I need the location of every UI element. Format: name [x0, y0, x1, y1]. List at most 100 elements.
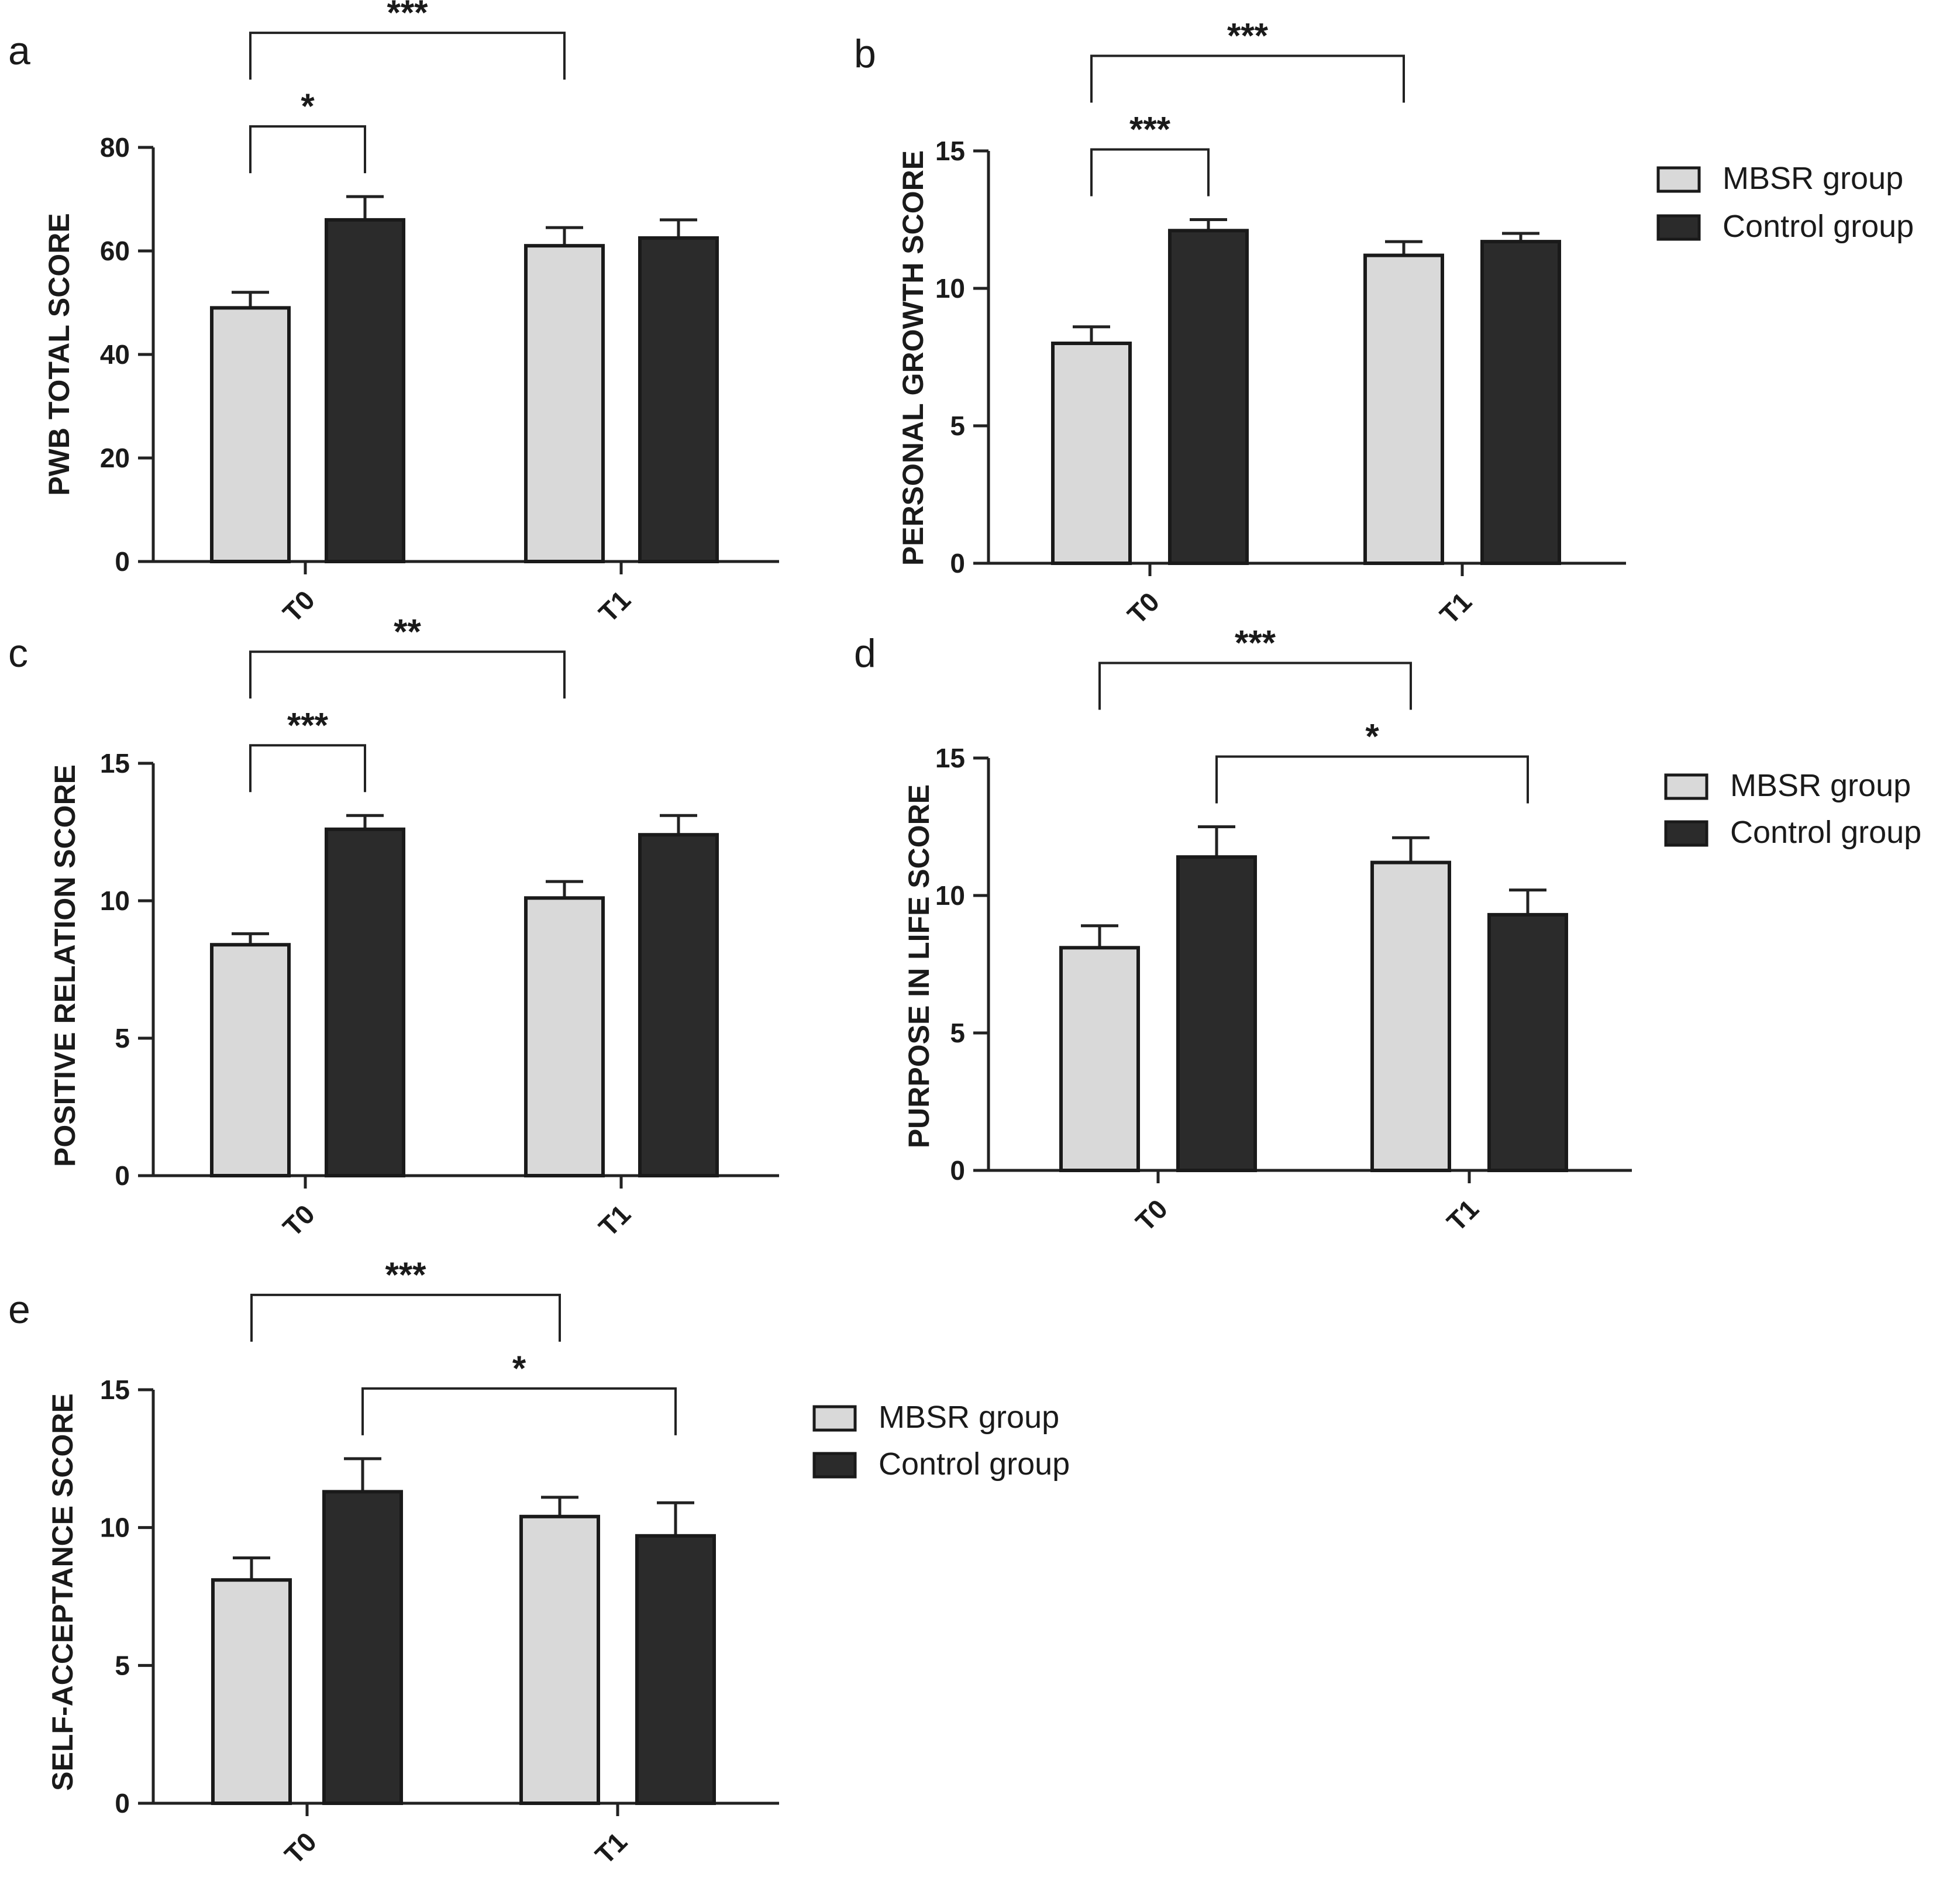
- bar-mbsr-t0: [211, 1578, 292, 1805]
- y-axis-label: PWB TOTAL SCORE: [43, 213, 75, 495]
- y-tick-label: 15: [100, 1375, 130, 1405]
- x-tick-label: T1: [1441, 1193, 1484, 1237]
- significance-label: *: [301, 87, 315, 126]
- significance-label: ***: [1227, 16, 1269, 56]
- chart-panel-b: b 0 5 10 15 T0 T1 PERSONAL GROWTH SCORE *** *** MB…: [854, 16, 1914, 631]
- legend-label: Control group: [1730, 815, 1921, 850]
- legend-label: MBSR group: [879, 1400, 1059, 1435]
- bar-control-t1: [638, 833, 719, 1177]
- panel-letter: a: [8, 29, 30, 73]
- significance-bracket: [1090, 54, 1405, 103]
- legend-swatch-mbsr: [1664, 773, 1708, 800]
- y-tick-label: 10: [935, 273, 965, 304]
- legend-swatch-mbsr: [812, 1405, 857, 1432]
- y-tick-label: 5: [115, 1023, 130, 1053]
- bar-control-t0: [1176, 855, 1257, 1172]
- legend-swatch-control: [1664, 820, 1708, 847]
- y-axis-label: POSITIVE RELATION SCORE: [49, 764, 81, 1167]
- x-tick-label: T1: [593, 1198, 636, 1242]
- bar-control-t0: [322, 1490, 403, 1805]
- panel-letter: b: [854, 32, 876, 76]
- bar-mbsr-t0: [1059, 946, 1140, 1173]
- bar-mbsr-t0: [1051, 342, 1132, 565]
- x-tick-label: T1: [1434, 586, 1477, 630]
- y-tick-label: 15: [100, 748, 130, 779]
- bar-control-t1: [1487, 912, 1568, 1173]
- significance-label: ***: [385, 1255, 426, 1294]
- bar-mbsr-t1: [524, 244, 605, 563]
- y-tick-label: 40: [100, 339, 130, 370]
- y-tick-label: 10: [100, 886, 130, 916]
- significance-bracket: [361, 1387, 677, 1435]
- y-tick-label: 15: [935, 743, 965, 773]
- bar-control-t0: [325, 218, 405, 563]
- significance-label: ***: [287, 705, 329, 745]
- significance-bracket: [1215, 755, 1529, 804]
- bar-control-t1: [1480, 240, 1561, 566]
- y-axis-label: PURPOSE IN LIFE SCORE: [903, 784, 935, 1148]
- x-tick-label: T1: [589, 1826, 633, 1870]
- legend-swatch-control: [1656, 214, 1701, 241]
- x-tick-label: T0: [278, 1826, 322, 1870]
- bar-control-t1: [635, 1534, 716, 1805]
- legend-swatch-mbsr: [1656, 166, 1701, 193]
- x-tick-label: T1: [593, 584, 636, 628]
- significance-label: **: [394, 612, 421, 651]
- bar-control-t0: [325, 827, 405, 1178]
- x-tick-label: T0: [277, 1198, 321, 1242]
- y-tick-label: 0: [115, 1788, 130, 1818]
- legend: MBSR group Control group: [812, 1400, 1070, 1482]
- y-tick-label: 5: [950, 411, 965, 441]
- significance-label: *: [1365, 717, 1379, 756]
- y-tick-label: 5: [115, 1650, 130, 1680]
- bar-control-t1: [638, 236, 719, 563]
- significance-bracket: [249, 744, 366, 793]
- bar-mbsr-t1: [1363, 253, 1444, 566]
- bar-mbsr-t0: [210, 306, 291, 563]
- significance-label: ***: [1235, 624, 1276, 663]
- significance-label: ***: [1129, 110, 1171, 149]
- significance-bracket: [1098, 662, 1412, 710]
- legend: MBSR group Control group: [1664, 768, 1921, 850]
- panel-letter: c: [8, 631, 28, 676]
- legend-label: Control group: [1723, 209, 1914, 244]
- bar-mbsr-t1: [1370, 860, 1451, 1172]
- y-tick-label: 0: [115, 1160, 130, 1191]
- legend-label: MBSR group: [1730, 768, 1911, 803]
- panel-letter: d: [854, 631, 876, 676]
- y-tick-label: 10: [100, 1513, 130, 1543]
- y-tick-label: 20: [100, 443, 130, 473]
- bar-mbsr-t0: [210, 943, 291, 1177]
- x-tick-label: T0: [1121, 586, 1165, 630]
- significance-bracket: [1090, 148, 1210, 197]
- legend: MBSR group Control group: [1656, 161, 1914, 244]
- significance-bracket: [249, 125, 366, 174]
- y-tick-label: 0: [950, 1155, 965, 1186]
- x-tick-label: T0: [1129, 1193, 1173, 1237]
- y-axis-label: SELF-ACCEPTANCE SCORE: [46, 1393, 79, 1791]
- significance-label: ***: [387, 0, 428, 32]
- y-tick-label: 5: [950, 1018, 965, 1048]
- y-tick-label: 15: [935, 136, 965, 166]
- significance-label: *: [512, 1349, 526, 1388]
- significance-bracket: [249, 650, 566, 699]
- y-tick-label: 0: [950, 548, 965, 578]
- panel-letter: e: [8, 1287, 30, 1332]
- x-tick-label: T0: [277, 584, 321, 628]
- bar-mbsr-t1: [519, 1514, 600, 1805]
- significance-bracket: [250, 1293, 561, 1342]
- y-tick-label: 60: [100, 236, 130, 266]
- significance-bracket: [249, 32, 566, 80]
- legend-label: Control group: [879, 1446, 1070, 1482]
- y-axis-label: PERSONAL GROWTH SCORE: [897, 150, 929, 566]
- y-tick-label: 0: [115, 546, 130, 577]
- y-tick-label: 10: [935, 880, 965, 911]
- legend-label: MBSR group: [1723, 161, 1903, 196]
- legend-swatch-control: [812, 1452, 857, 1479]
- y-tick-label: 80: [100, 132, 130, 163]
